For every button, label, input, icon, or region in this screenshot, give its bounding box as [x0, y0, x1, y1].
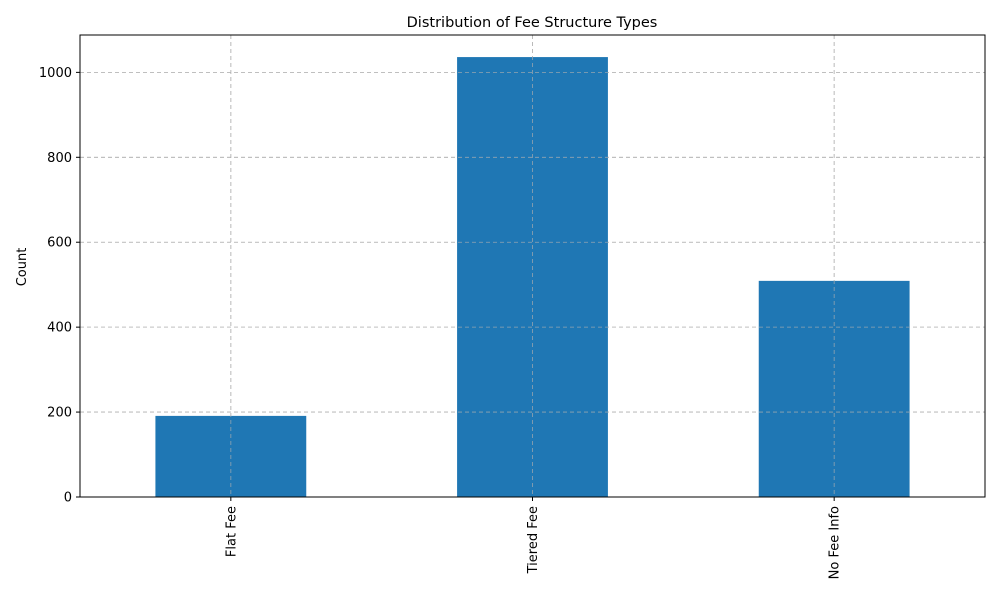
y-tick-label: 400: [47, 321, 72, 336]
y-tick-label: 200: [47, 406, 72, 421]
y-tick-label: 0: [64, 491, 72, 506]
x-tick-label: No Fee Info: [828, 506, 843, 579]
y-tick-label: 1000: [39, 66, 72, 81]
y-tick-label: 600: [47, 236, 72, 251]
x-axis-ticks: Flat Fee Tiered Fee No Fee Info: [224, 497, 843, 579]
y-axis-ticks: 0 200 400 600 800 1000: [39, 66, 80, 506]
x-tick-label: Tiered Fee: [526, 506, 541, 574]
bars: [80, 35, 985, 498]
chart-title: Distribution of Fee Structure Types: [407, 15, 658, 31]
bar-2: [457, 57, 608, 498]
y-tick-label: 800: [47, 151, 72, 166]
y-axis-label: Count: [15, 248, 30, 287]
x-tick-label: Flat Fee: [224, 506, 239, 557]
